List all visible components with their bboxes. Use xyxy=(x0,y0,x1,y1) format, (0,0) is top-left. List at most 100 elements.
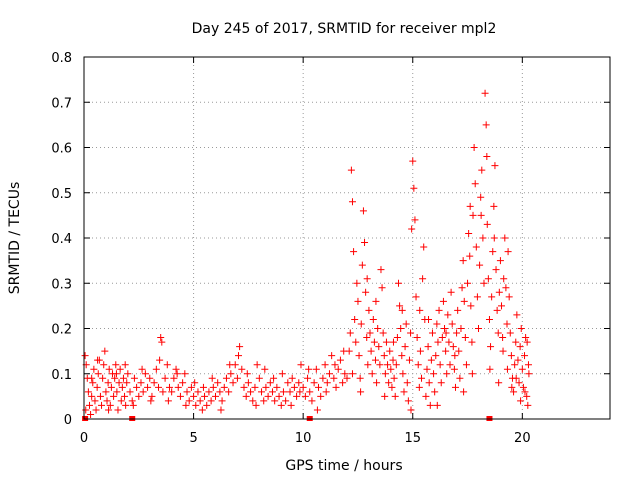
data-point xyxy=(377,266,385,274)
data-point xyxy=(391,392,399,400)
chart-title: Day 245 of 2017, SRMTID for receiver mpl… xyxy=(192,21,497,37)
data-point xyxy=(288,374,296,382)
data-point xyxy=(462,361,470,369)
data-point xyxy=(168,388,176,396)
data-point xyxy=(128,397,136,405)
data-point xyxy=(502,284,510,292)
data-point xyxy=(460,388,468,396)
data-point xyxy=(317,392,325,400)
x-tick-label: 5 xyxy=(189,431,197,446)
data-point xyxy=(367,347,375,355)
x-tick-label: 15 xyxy=(404,431,421,446)
data-point xyxy=(364,361,372,369)
data-point xyxy=(441,325,449,332)
data-point xyxy=(165,383,173,391)
data-point xyxy=(464,279,472,287)
data-point xyxy=(518,365,526,373)
data-point xyxy=(268,388,276,396)
data-point xyxy=(352,338,360,346)
data-point xyxy=(491,162,499,170)
data-point xyxy=(410,184,418,192)
data-point xyxy=(374,325,382,332)
data-point xyxy=(373,379,381,387)
data-point xyxy=(414,361,422,369)
data-point xyxy=(433,401,441,409)
data-point xyxy=(416,347,424,355)
data-point xyxy=(216,388,224,396)
data-point xyxy=(252,401,260,409)
data-point xyxy=(315,383,323,391)
data-point xyxy=(348,198,356,206)
data-point xyxy=(156,356,164,364)
x-tick-label: 20 xyxy=(514,431,531,446)
data-point xyxy=(157,334,165,342)
data-point xyxy=(208,374,216,382)
data-point xyxy=(111,374,119,382)
y-tick-label: 0.4 xyxy=(51,232,72,247)
data-point xyxy=(141,370,149,378)
data-point xyxy=(494,329,502,337)
data-point xyxy=(357,388,365,396)
data-point xyxy=(453,329,461,337)
data-point xyxy=(347,166,355,174)
data-point xyxy=(396,302,404,310)
data-point xyxy=(172,365,180,373)
data-point xyxy=(500,275,508,283)
data-point xyxy=(385,379,393,387)
data-point xyxy=(82,406,90,414)
data-point xyxy=(366,329,374,337)
data-point xyxy=(102,388,110,396)
data-point xyxy=(343,374,351,382)
data-point xyxy=(448,320,456,328)
data-point xyxy=(376,361,384,369)
data-point xyxy=(159,388,167,396)
data-point xyxy=(124,370,132,378)
data-point xyxy=(459,257,467,265)
data-point xyxy=(469,211,477,219)
data-point xyxy=(390,374,398,382)
data-point xyxy=(461,334,469,342)
data-point xyxy=(415,383,423,391)
data-point xyxy=(521,388,529,396)
data-point xyxy=(416,306,424,314)
data-point xyxy=(133,383,141,391)
data-point xyxy=(279,388,287,396)
data-point xyxy=(495,379,503,387)
data-point xyxy=(218,397,226,405)
data-point xyxy=(381,370,389,378)
data-point xyxy=(251,383,259,391)
data-point xyxy=(483,220,491,228)
data-points xyxy=(81,89,533,418)
data-point xyxy=(227,370,235,378)
data-point xyxy=(362,288,370,296)
data-point xyxy=(507,352,515,360)
data-point xyxy=(481,89,489,97)
data-point xyxy=(122,401,130,409)
data-point xyxy=(402,320,410,328)
data-point xyxy=(456,374,464,382)
data-point xyxy=(164,397,172,405)
data-point xyxy=(182,401,190,409)
data-point xyxy=(473,293,481,301)
data-point xyxy=(313,406,321,414)
data-point xyxy=(203,401,211,409)
data-point xyxy=(334,365,342,373)
data-point xyxy=(262,383,270,391)
data-point xyxy=(398,352,406,360)
data-point xyxy=(330,374,338,382)
data-point xyxy=(304,374,312,382)
data-point xyxy=(519,383,527,391)
data-point xyxy=(217,406,225,414)
data-point xyxy=(284,379,292,387)
data-point xyxy=(238,365,246,373)
data-point xyxy=(501,234,509,242)
data-point xyxy=(98,401,106,409)
data-point xyxy=(523,392,531,400)
data-point xyxy=(508,383,516,391)
data-point xyxy=(375,343,383,351)
data-point xyxy=(147,397,155,405)
data-point xyxy=(117,397,125,405)
data-point xyxy=(296,388,304,396)
data-point xyxy=(444,311,452,319)
